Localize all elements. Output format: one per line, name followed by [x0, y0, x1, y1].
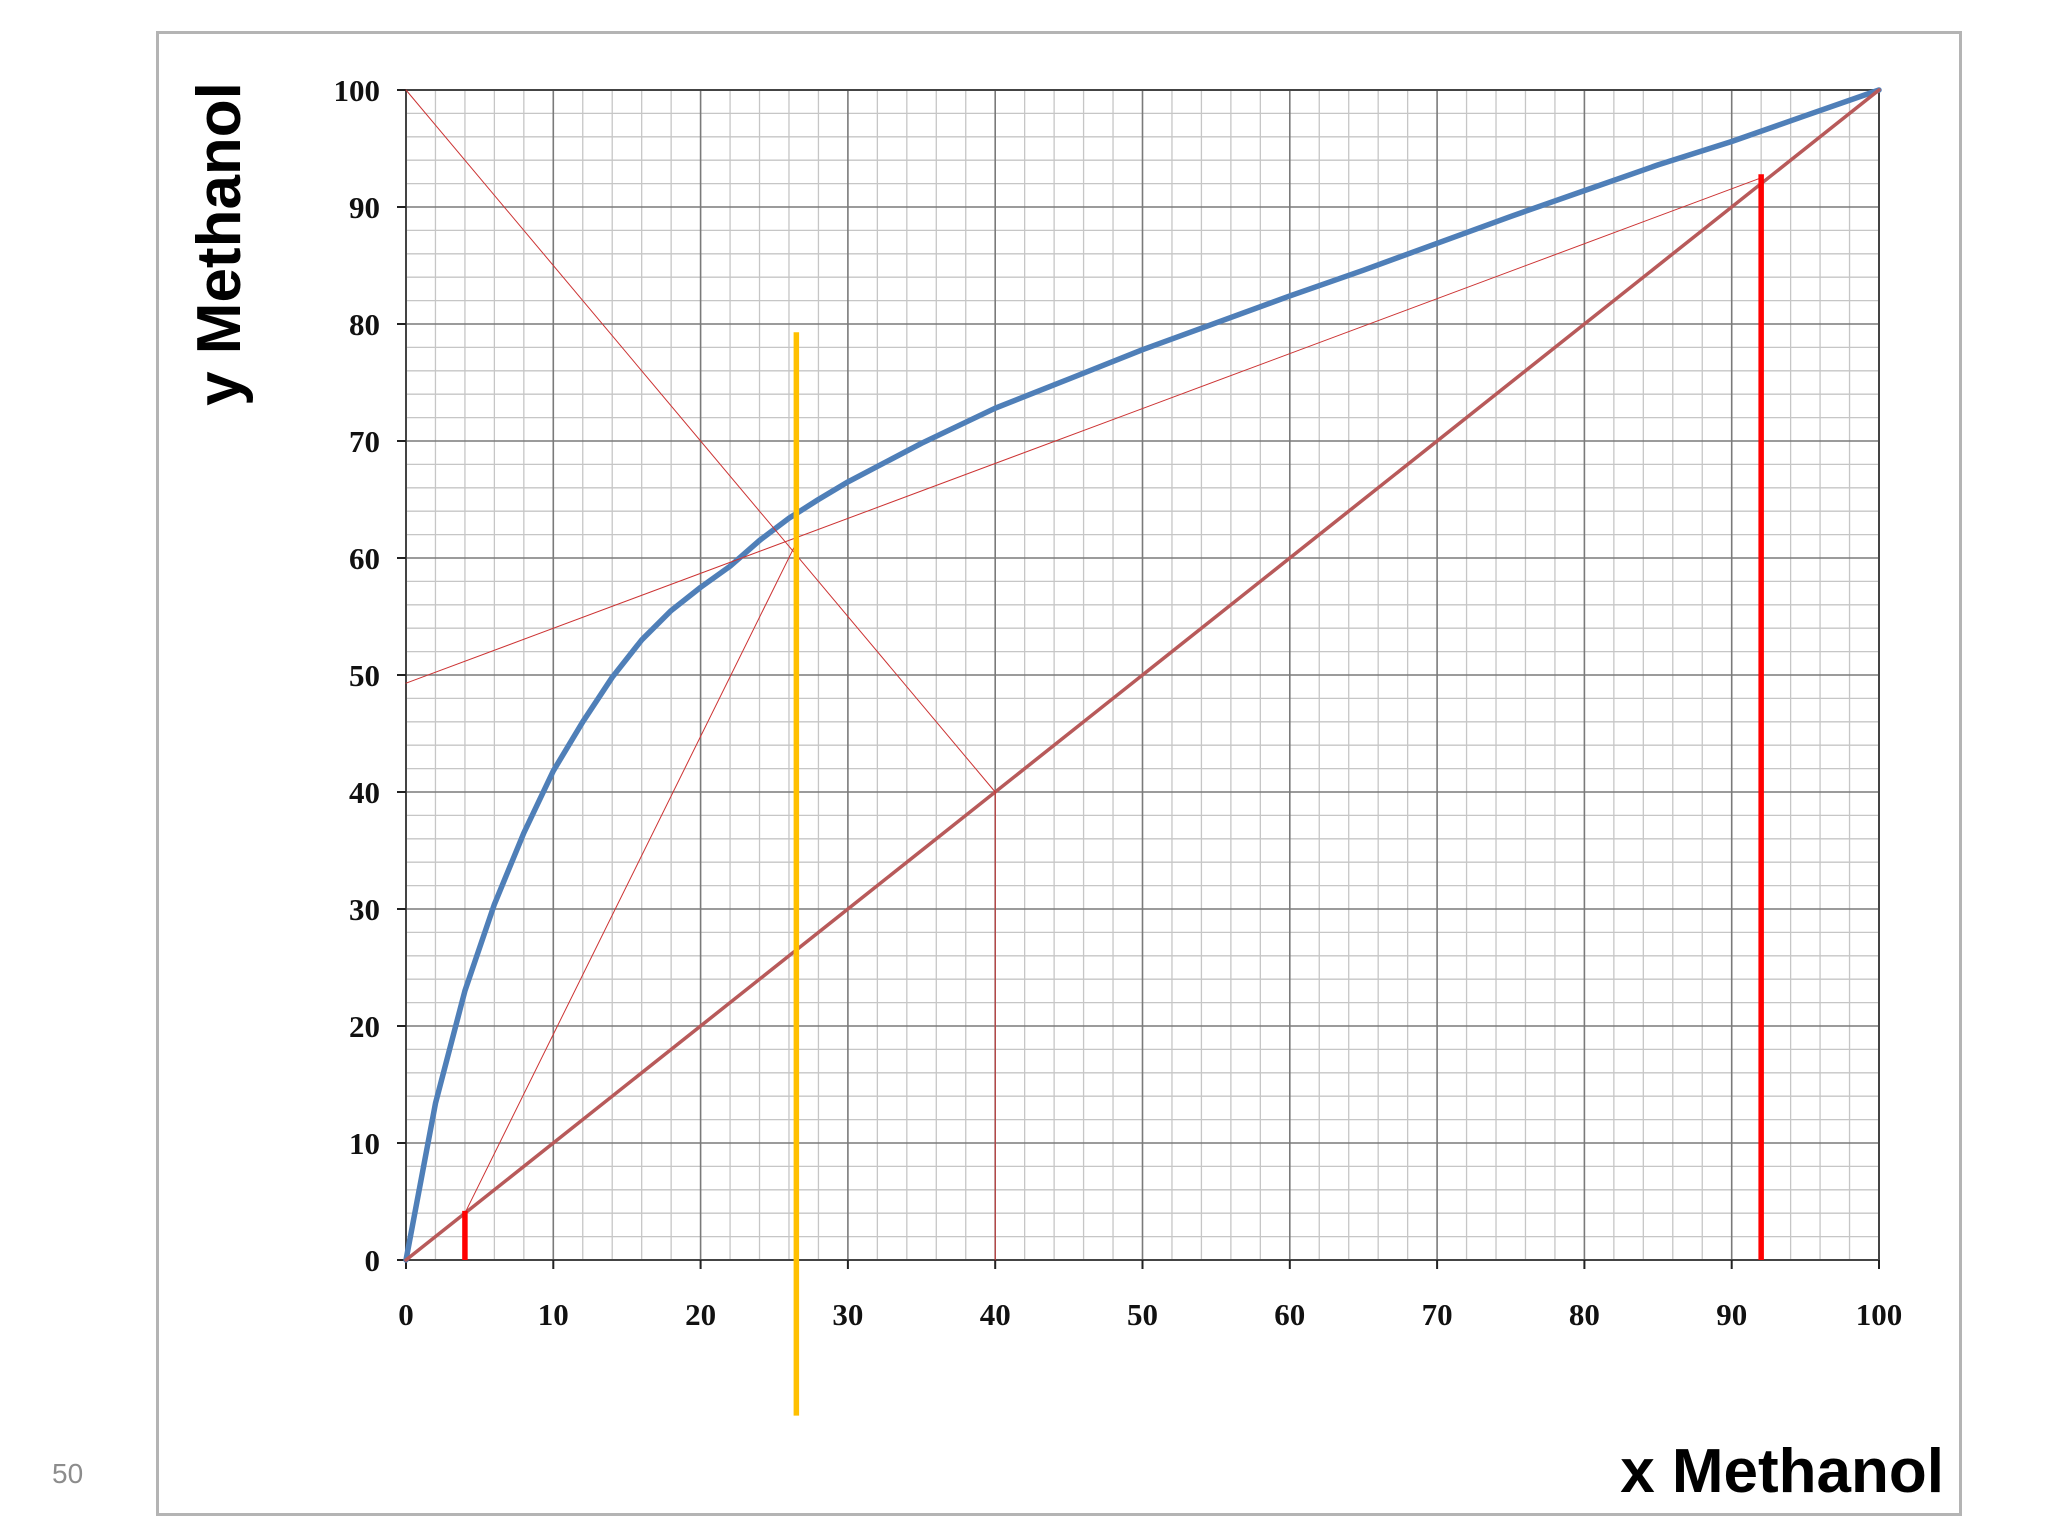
slide-number: 50	[52, 1458, 84, 1489]
y-tick-label: 100	[334, 73, 381, 108]
series-equilibrium-curve	[403, 87, 1882, 1263]
y-tick-label: 20	[349, 1009, 380, 1044]
y-tick-label: 90	[349, 190, 380, 225]
x-tick-label: 40	[980, 1297, 1011, 1332]
tick-labels: 0 10 20 30 40 50 60 70 80 90 100 0 10 20 30 40 50 60 70 80 9…	[334, 73, 1903, 1332]
y-tick-label: 0	[365, 1243, 381, 1278]
x-tick-label: 10	[538, 1297, 569, 1332]
chart-frame: 0 10 20 30 40 50 60 70 80 90 100 0 10 20 30 40 50 60 70 80 9…	[156, 31, 1962, 1516]
x-tick-label: 100	[1856, 1297, 1903, 1332]
x-tick-label: 60	[1274, 1297, 1305, 1332]
y-tick-label: 70	[349, 424, 380, 459]
x-tick-label: 20	[685, 1297, 716, 1332]
y-tick-label: 30	[349, 892, 380, 927]
marker-layer	[462, 174, 1764, 1416]
x-tick-label: 70	[1422, 1297, 1453, 1332]
x-tick-label: 0	[398, 1297, 414, 1332]
y-tick-label: 10	[349, 1126, 380, 1161]
y-tick-label: 60	[349, 541, 380, 576]
tick-marks	[397, 89, 1880, 1269]
x-tick-label: 90	[1716, 1297, 1747, 1332]
series-thin-operating-line	[405, 89, 996, 793]
y-tick-label: 80	[349, 307, 380, 342]
series-thin-operating-line	[464, 542, 797, 1214]
y-axis-title: y Methanol	[185, 82, 254, 406]
mccabe-thiele-chart: 0 10 20 30 40 50 60 70 80 90 100 0 10 20 30 40 50 60 70 80 9…	[185, 73, 1944, 1506]
y-tick-label: 40	[349, 775, 380, 810]
series-thin-operating-line	[405, 177, 1762, 684]
x-tick-label: 30	[832, 1297, 863, 1332]
x-axis-title: x Methanol	[1620, 1437, 1944, 1506]
x-tick-label: 50	[1127, 1297, 1158, 1332]
x-tick-label: 80	[1569, 1297, 1600, 1332]
y-tick-label: 50	[349, 658, 380, 693]
series-diagonal-y-equals-x	[404, 88, 1881, 1262]
series-layer	[403, 87, 1882, 1263]
